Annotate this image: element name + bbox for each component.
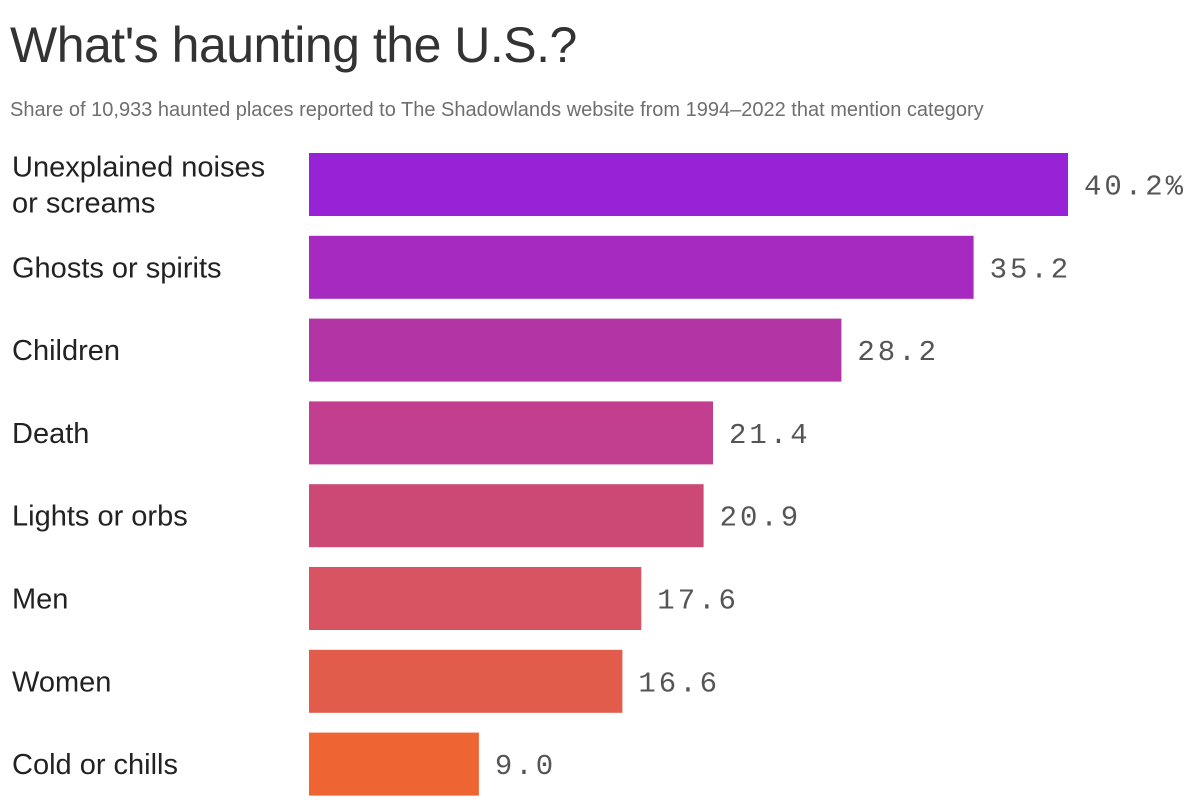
bar-1 xyxy=(309,235,974,299)
value-label-0: 40.2% xyxy=(1084,171,1186,204)
value-label-2: 28.2 xyxy=(857,336,939,369)
bars-layer xyxy=(309,153,1068,796)
category-label-4: Lights or orbs xyxy=(12,501,188,533)
bar-5 xyxy=(309,567,642,630)
bar-6 xyxy=(309,649,623,713)
bar-7 xyxy=(309,732,479,796)
value-label-1: 35.2 xyxy=(990,253,1072,286)
value-label-3: 21.4 xyxy=(729,419,811,452)
bar-0 xyxy=(309,153,1068,216)
bar-2 xyxy=(309,318,842,382)
category-labels: Unexplained noises or screams Ghosts or sp… xyxy=(12,152,265,782)
category-label-6: Women xyxy=(12,666,111,698)
value-labels: 40.2% 35.2 28.2 21.4 20.9 17.6 16.6 9.0 xyxy=(495,171,1186,784)
category-label-5: Men xyxy=(12,584,68,616)
category-label-0: Unexplained noises or screams xyxy=(12,152,265,220)
category-label-2: Children xyxy=(12,335,120,367)
chart-subtitle: Share of 10,933 haunted places reported … xyxy=(10,99,984,121)
chart-title: What's haunting the U.S.? xyxy=(10,17,577,73)
value-label-6: 16.6 xyxy=(638,667,720,700)
value-label-4: 20.9 xyxy=(720,502,802,535)
bar-4 xyxy=(309,484,704,548)
category-label-7: Cold or chills xyxy=(12,749,178,781)
category-label-1: Ghosts or spirits xyxy=(12,252,222,284)
bar-3 xyxy=(309,401,713,465)
value-label-5: 17.6 xyxy=(657,585,739,618)
category-label-3: Death xyxy=(12,418,89,450)
value-label-7: 9.0 xyxy=(495,750,556,783)
